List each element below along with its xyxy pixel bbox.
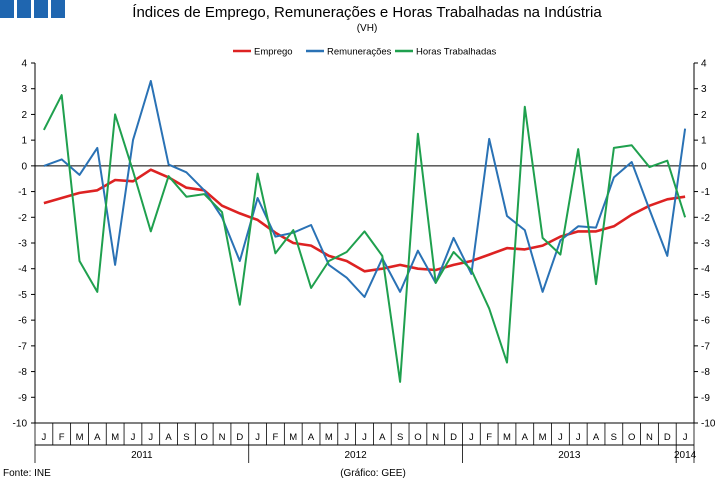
y-tick-label-right: -9 (701, 393, 710, 404)
year-label: 2013 (558, 450, 581, 461)
y-tick-label-left: -8 (18, 367, 27, 378)
x-tick-label: J (131, 432, 136, 443)
x-tick-label: D (236, 432, 243, 443)
x-tick-label: A (522, 432, 529, 443)
x-tick-label: F (59, 432, 65, 443)
x-tick-label: J (558, 432, 563, 443)
x-tick-label: F (273, 432, 279, 443)
y-tick-label-right: -7 (701, 341, 710, 352)
x-tick-label: N (432, 432, 439, 443)
y-tick-label-right: -1 (701, 187, 710, 198)
y-tick-label-right: -4 (701, 264, 710, 275)
x-tick-label: F (486, 432, 492, 443)
legend-label: Emprego (254, 47, 293, 58)
x-tick-label: A (94, 432, 101, 443)
y-tick-label-left: -4 (18, 264, 27, 275)
x-tick-label: S (397, 432, 403, 443)
legend-label: Horas Trabalhadas (416, 47, 497, 58)
x-tick-label: S (183, 432, 189, 443)
y-tick-label-left: 2 (21, 110, 27, 121)
y-tick-label-left: -3 (18, 239, 27, 250)
y-tick-label-left: 0 (21, 161, 27, 172)
x-tick-label: N (219, 432, 226, 443)
y-tick-label-right: -8 (701, 367, 710, 378)
x-tick-label: J (344, 432, 349, 443)
x-tick-label: D (664, 432, 671, 443)
axes: 4 4 3 3 2 2 1 1 0 0 -1 -1 -2 -2 -3 -3 -4 -4 -5 -5 -6 -6 -7 -7 -8… (13, 59, 716, 463)
x-tick-label: N (646, 432, 653, 443)
x-tick-label: M (503, 432, 511, 443)
y-tick-label-left: 4 (21, 59, 27, 70)
y-tick-label-left: -9 (18, 393, 27, 404)
y-tick-label-right: -10 (701, 419, 716, 430)
x-tick-label: J (576, 432, 581, 443)
x-tick-label: A (165, 432, 172, 443)
y-tick-label-left: -6 (18, 316, 27, 327)
year-label: 2011 (131, 450, 153, 461)
x-tick-label: A (379, 432, 386, 443)
y-tick-label-left: 1 (21, 136, 27, 147)
x-tick-label: J (42, 432, 47, 443)
x-tick-label: O (628, 432, 635, 443)
x-tick-label: J (255, 432, 260, 443)
y-tick-label-left: 3 (21, 84, 27, 95)
x-tick-label: M (539, 432, 547, 443)
y-tick-label-left: -2 (18, 213, 27, 224)
year-label: 2014 (674, 450, 697, 461)
chart-subtitle: (VH) (357, 23, 378, 34)
legend: Emprego Remunerações Horas Trabalhadas (233, 47, 497, 58)
x-tick-label: O (414, 432, 421, 443)
x-tick-label: J (469, 432, 474, 443)
chart-title: Índices de Emprego, Remunerações e Horas… (132, 4, 602, 21)
y-tick-label-left: -10 (13, 419, 28, 430)
x-tick-label: J (148, 432, 153, 443)
x-tick-label: D (450, 432, 457, 443)
x-tick-label: M (289, 432, 297, 443)
y-tick-label-right: -2 (701, 213, 710, 224)
y-tick-label-right: 0 (701, 161, 707, 172)
y-tick-label-right: -3 (701, 239, 710, 250)
series-line (43, 94, 687, 383)
x-tick-label: S (611, 432, 617, 443)
legend-label: Remunerações (327, 47, 392, 58)
y-tick-label-right: -5 (701, 290, 710, 301)
logo-square-2 (17, 0, 31, 18)
x-tick-label: M (111, 432, 119, 443)
series-line (43, 168, 686, 273)
x-tick-label: J (362, 432, 367, 443)
x-tick-label: M (325, 432, 333, 443)
x-tick-label: M (76, 432, 84, 443)
y-tick-label-right: 2 (701, 110, 707, 121)
logo-square-3 (34, 0, 48, 18)
x-tick-label: J (683, 432, 688, 443)
x-tick-label: A (308, 432, 315, 443)
logo-square-1 (0, 0, 14, 18)
y-tick-label-left: -7 (18, 341, 27, 352)
year-label: 2012 (344, 450, 367, 461)
y-tick-label-left: -5 (18, 290, 27, 301)
logo-square-4 (51, 0, 65, 18)
credit-note: (Gráfico: GEE) (340, 468, 406, 479)
y-tick-label-right: 3 (701, 84, 707, 95)
x-tick-label: O (201, 432, 208, 443)
y-tick-label-right: -6 (701, 316, 710, 327)
series-line (43, 80, 687, 298)
source-note: Fonte: INE (3, 468, 51, 479)
series-lines (43, 80, 687, 383)
y-tick-label-right: 1 (701, 136, 707, 147)
x-tick-label: A (593, 432, 600, 443)
y-tick-label-right: 4 (701, 59, 707, 70)
y-tick-label-left: -1 (18, 187, 27, 198)
